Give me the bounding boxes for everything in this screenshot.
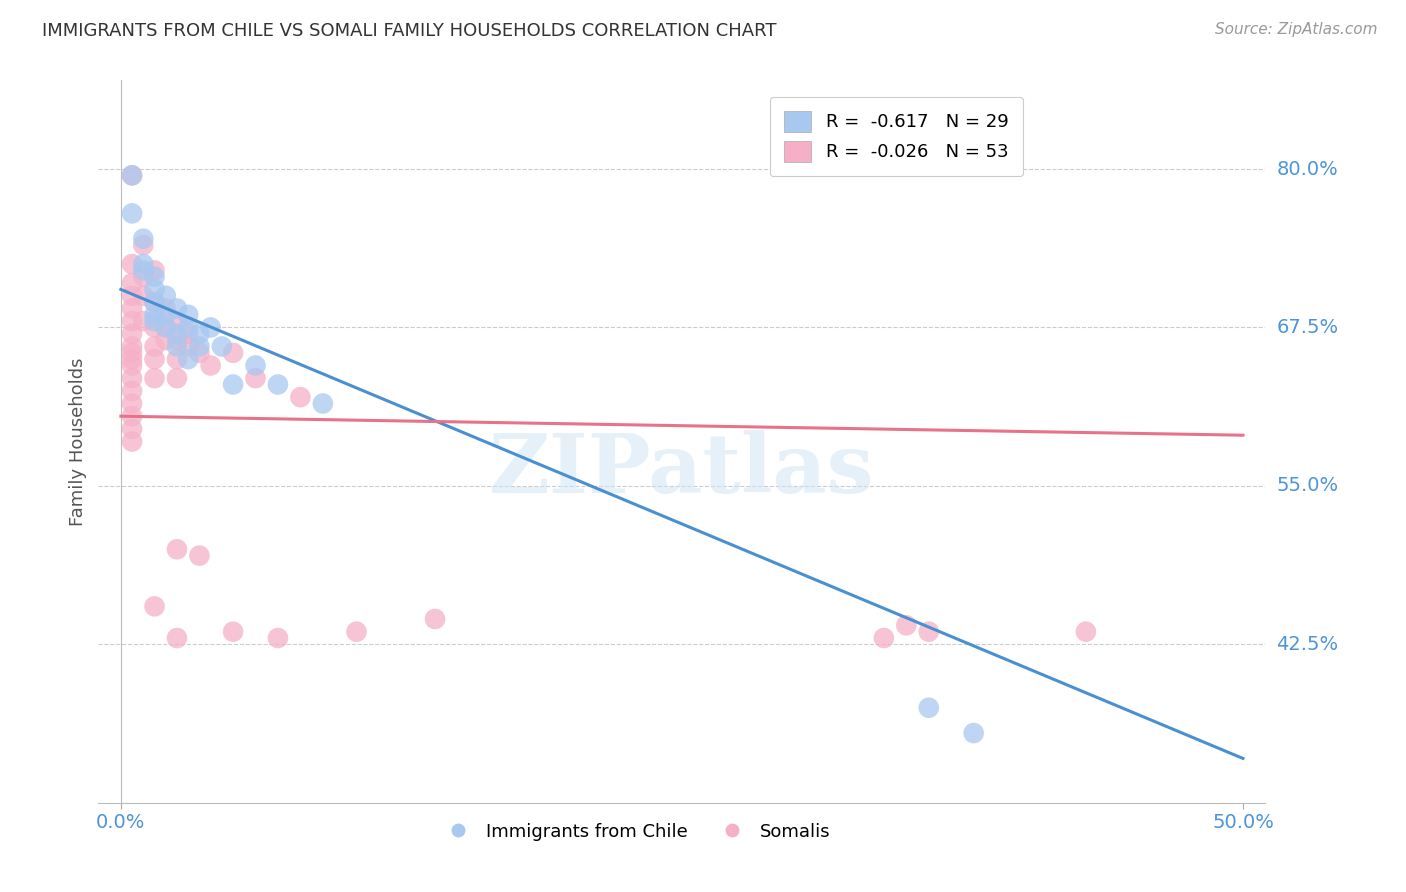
Point [121,301,143,316]
Point [188,346,211,360]
Point [245,371,267,385]
Point [132,257,155,271]
Point [155,289,177,303]
Point [222,346,245,360]
Point [121,206,143,220]
Point [200,320,222,334]
Point [121,314,143,328]
Point [166,352,188,367]
Point [121,276,143,290]
Point [155,308,177,322]
Point [121,396,143,410]
Point [121,422,143,436]
Point [177,352,200,367]
Point [423,612,446,626]
Point [143,282,166,296]
Point [121,371,143,385]
Point [312,396,335,410]
Point [166,314,188,328]
Text: 67.5%: 67.5% [1277,318,1339,337]
Text: 80.0%: 80.0% [1277,160,1339,178]
Point [132,263,155,277]
Point [121,434,143,449]
Point [155,320,177,334]
Point [143,339,166,353]
Text: ZIPatlas: ZIPatlas [489,431,875,510]
Point [121,339,143,353]
Point [918,700,941,714]
Text: 42.5%: 42.5% [1277,635,1339,654]
Point [143,295,166,310]
Point [143,314,166,328]
Point [896,618,918,632]
Point [132,232,155,246]
Point [963,726,986,740]
Point [166,326,188,341]
Point [177,326,200,341]
Point [177,320,200,334]
Point [143,320,166,334]
Point [132,314,155,328]
Point [222,377,245,392]
Point [121,326,143,341]
Point [155,333,177,347]
Point [222,624,245,639]
Point [121,352,143,367]
Point [166,339,188,353]
Point [211,339,233,353]
Point [143,308,166,322]
Point [177,339,200,353]
Point [346,624,368,639]
Point [166,333,188,347]
Point [143,371,166,385]
Text: 55.0%: 55.0% [1277,476,1339,495]
Point [177,308,200,322]
Point [132,289,155,303]
Point [121,346,143,360]
Point [132,269,155,284]
Point [121,169,143,183]
Point [188,326,211,341]
Y-axis label: Family Households: Family Households [69,358,87,525]
Point [267,377,290,392]
Point [166,371,188,385]
Point [188,549,211,563]
Point [918,624,941,639]
Point [121,409,143,424]
Point [290,390,312,404]
Point [121,384,143,398]
Point [143,295,166,310]
Point [143,263,166,277]
Point [200,359,222,373]
Text: Source: ZipAtlas.com: Source: ZipAtlas.com [1215,22,1378,37]
Point [245,359,267,373]
Point [155,320,177,334]
Point [188,339,211,353]
Point [166,631,188,645]
Legend: Immigrants from Chile, Somalis: Immigrants from Chile, Somalis [433,815,838,848]
Point [143,352,166,367]
Point [166,542,188,557]
Point [121,257,143,271]
Point [143,599,166,614]
Point [121,359,143,373]
Point [267,631,290,645]
Point [132,238,155,252]
Point [143,269,166,284]
Point [873,631,896,645]
Point [121,289,143,303]
Text: IMMIGRANTS FROM CHILE VS SOMALI FAMILY HOUSEHOLDS CORRELATION CHART: IMMIGRANTS FROM CHILE VS SOMALI FAMILY H… [42,22,776,40]
Point [121,169,143,183]
Point [166,301,188,316]
Point [1074,624,1097,639]
Point [155,301,177,316]
